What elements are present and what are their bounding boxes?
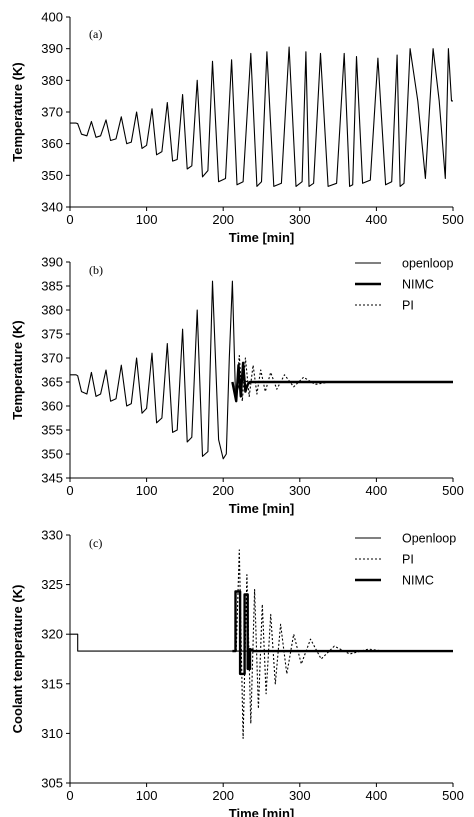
panel-1-x-tick-label: 0 [66, 483, 73, 498]
panel-0-y-tick-label: 340 [41, 200, 63, 215]
panel-1-y-tick-label: 350 [41, 447, 63, 462]
panel-0-series-0-line [70, 46, 453, 187]
panel-2-legend-label-openloop: Openloop [402, 532, 456, 546]
panel-2-y-tick-label: 325 [41, 577, 63, 592]
panel-1-y-tick-label: 375 [41, 327, 63, 342]
panel-0-x-tick-label: 100 [136, 212, 158, 227]
panel-0-x-axis-title: Time [min] [229, 230, 295, 245]
panel-0-y-tick-label: 400 [41, 10, 63, 25]
panel-2-legend-label-pi: PI [402, 553, 414, 567]
panel-0-x-tick-label: 0 [66, 212, 73, 227]
panel-2-x-axis-title: Time [min] [229, 806, 295, 817]
panel-1-y-tick-label: 365 [41, 375, 63, 390]
panel-2-x-tick-label: 300 [289, 788, 311, 803]
panel-2-x-tick-label: 200 [212, 788, 234, 803]
panel-0-y-tick-label: 380 [41, 73, 63, 88]
panel-2-y-tick-label: 315 [41, 676, 63, 691]
panel-1-legend-label-openloop: openloop [402, 257, 453, 271]
panel-2-y-tick-label: 330 [41, 528, 63, 543]
panel-0-y-axis-title: Temperature (K) [10, 62, 25, 161]
panel-1-y-tick-label: 345 [41, 471, 63, 486]
panel-1-label: (b) [89, 263, 103, 277]
panel-0-y-tick-label: 370 [41, 105, 63, 120]
panel-2-legend-label-nimc: NIMC [402, 574, 434, 588]
panel-1-y-tick-label: 385 [41, 279, 63, 294]
panel-1-x-tick-label: 400 [366, 483, 388, 498]
panel-2-x-tick-label: 500 [442, 788, 464, 803]
panel-0-x-tick-label: 500 [442, 212, 464, 227]
panel-2-y-tick-label: 305 [41, 776, 63, 791]
panel-1-x-tick-label: 500 [442, 483, 464, 498]
panel-2-x-tick-label: 100 [136, 788, 158, 803]
panel-1-series-pi-line [231, 355, 453, 402]
panel-2-x-tick-label: 400 [366, 788, 388, 803]
panel-2-y-axis-title: Coolant temperature (K) [10, 585, 25, 734]
panel-2-y-tick-label: 310 [41, 726, 63, 741]
panel-0-x-tick-label: 300 [289, 212, 311, 227]
panel-1-y-tick-label: 380 [41, 303, 63, 318]
panel-1-y-axis-title: Temperature (K) [10, 320, 25, 419]
panel-1-x-tick-label: 100 [136, 483, 158, 498]
panel-1-y-tick-label: 390 [41, 255, 63, 270]
panel-1-y-tick-label: 370 [41, 351, 63, 366]
panel-1-x-tick-label: 200 [212, 483, 234, 498]
panel-1-legend-label-pi: PI [402, 299, 414, 313]
panel-0-y-tick-label: 360 [41, 136, 63, 151]
panel-1-y-tick-label: 360 [41, 399, 63, 414]
panel-1-x-axis-title: Time [min] [229, 501, 295, 516]
panel-2-y-tick-label: 320 [41, 627, 63, 642]
panel-0-label: (a) [89, 27, 102, 41]
panel-2-x-tick-label: 0 [66, 788, 73, 803]
panel-0-x-tick-label: 200 [212, 212, 234, 227]
panel-1-x-tick-label: 300 [289, 483, 311, 498]
panel-0-y-tick-label: 390 [41, 41, 63, 56]
panel-0-y-tick-label: 350 [41, 168, 63, 183]
panel-2-label: (c) [89, 536, 102, 550]
panel-1-y-tick-label: 355 [41, 423, 63, 438]
panel-2-series-nimc-line [232, 590, 453, 676]
panel-1-series-openloop-line [70, 280, 453, 460]
panel-2-series-pi-line [232, 549, 453, 739]
panel-0-x-tick-label: 400 [366, 212, 388, 227]
panel-1-legend-label-nimc: NIMC [402, 278, 434, 292]
panel-2-series-openloop-line [70, 633, 453, 652]
